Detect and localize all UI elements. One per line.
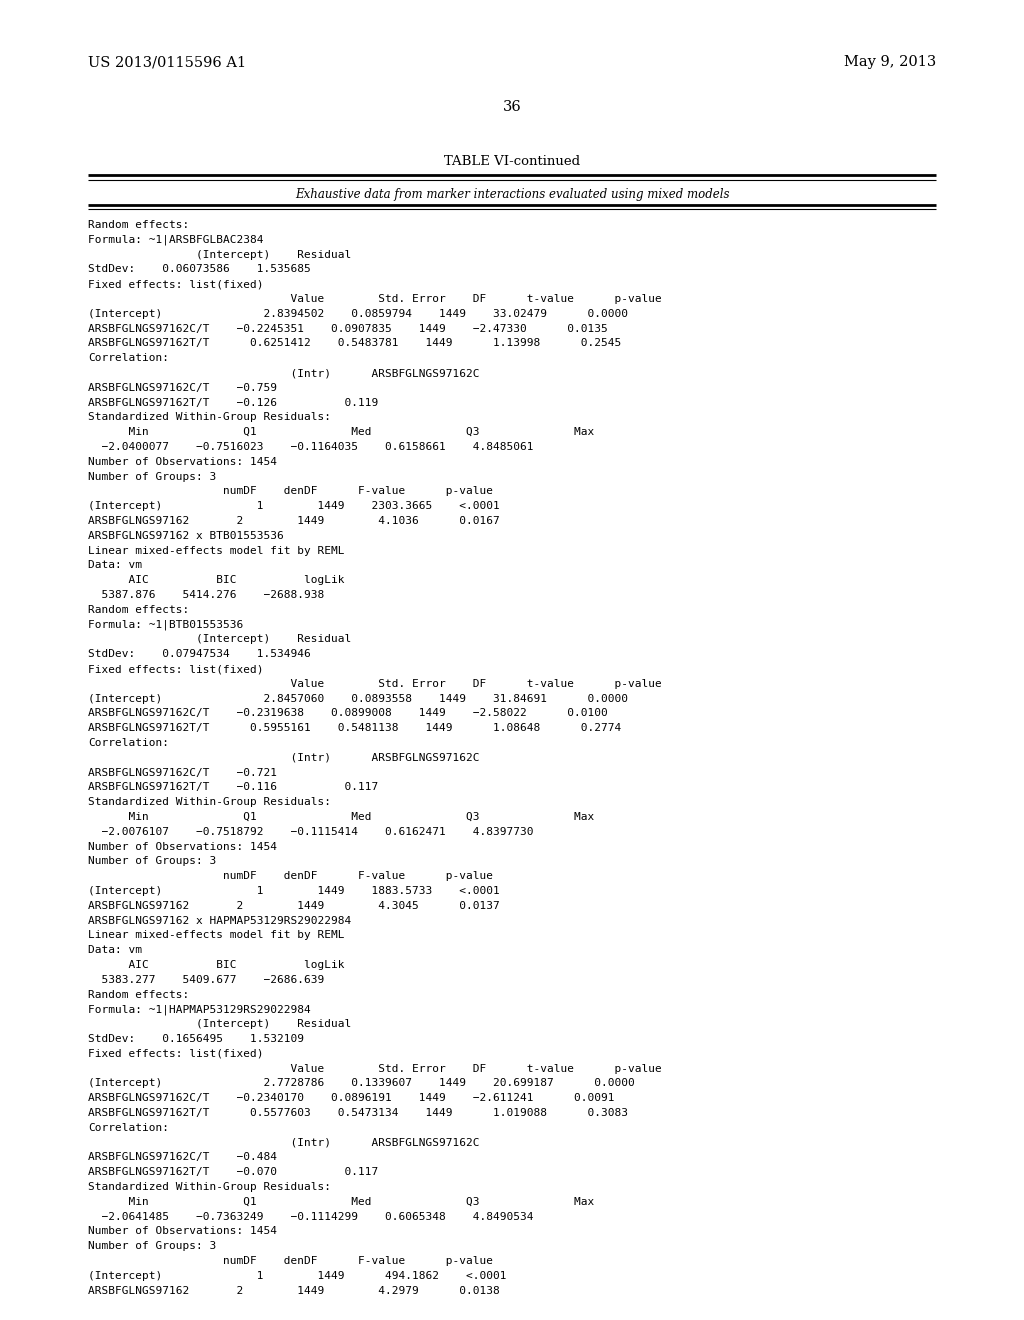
Text: StdDev:    0.1656495    1.532109: StdDev: 0.1656495 1.532109	[88, 1034, 304, 1044]
Text: −2.0641485    −0.7363249    −0.1114299    0.6065348    4.8490534: −2.0641485 −0.7363249 −0.1114299 0.60653…	[88, 1212, 534, 1221]
Text: ARSBFGLNGS97162C/T    −0.721: ARSBFGLNGS97162C/T −0.721	[88, 768, 278, 777]
Text: numDF    denDF      F-value      p-value: numDF denDF F-value p-value	[88, 871, 493, 882]
Text: Standardized Within-Group Residuals:: Standardized Within-Group Residuals:	[88, 797, 331, 808]
Text: ARSBFGLNGS97162       2        1449        4.1036      0.0167: ARSBFGLNGS97162 2 1449 4.1036 0.0167	[88, 516, 500, 525]
Text: (Intercept)               2.7728786    0.1339607    1449    20.699187      0.000: (Intercept) 2.7728786 0.1339607 1449 20.…	[88, 1078, 635, 1089]
Text: Exhaustive data from marker interactions evaluated using mixed models: Exhaustive data from marker interactions…	[295, 187, 729, 201]
Text: ARSBFGLNGS97162T/T    −0.116          0.117: ARSBFGLNGS97162T/T −0.116 0.117	[88, 783, 378, 792]
Text: 5383.277    5409.677    −2686.639: 5383.277 5409.677 −2686.639	[88, 974, 325, 985]
Text: 5387.876    5414.276    −2688.938: 5387.876 5414.276 −2688.938	[88, 590, 325, 601]
Text: Formula: ~1|BTB01553536: Formula: ~1|BTB01553536	[88, 619, 244, 630]
Text: 36: 36	[503, 100, 521, 114]
Text: (Intercept)    Residual: (Intercept) Residual	[88, 249, 351, 260]
Text: ARSBFGLNGS97162C/T    −0.759: ARSBFGLNGS97162C/T −0.759	[88, 383, 278, 393]
Text: ARSBFGLNGS97162T/T      0.6251412    0.5483781    1449      1.13998      0.2545: ARSBFGLNGS97162T/T 0.6251412 0.5483781 1…	[88, 338, 622, 348]
Text: (Intercept)               2.8457060    0.0893558    1449    31.84691      0.0000: (Intercept) 2.8457060 0.0893558 1449 31.…	[88, 693, 628, 704]
Text: Random effects:: Random effects:	[88, 220, 189, 230]
Text: Number of Observations: 1454: Number of Observations: 1454	[88, 842, 278, 851]
Text: (Intercept)               2.8394502    0.0859794    1449    33.02479      0.0000: (Intercept) 2.8394502 0.0859794 1449 33.…	[88, 309, 628, 319]
Text: Fixed effects: list(fixed): Fixed effects: list(fixed)	[88, 664, 263, 675]
Text: Min              Q1              Med              Q3              Max: Min Q1 Med Q3 Max	[88, 428, 594, 437]
Text: ARSBFGLNGS97162C/T    −0.2245351    0.0907835    1449    −2.47330      0.0135: ARSBFGLNGS97162C/T −0.2245351 0.0907835 …	[88, 323, 608, 334]
Text: (Intercept)    Residual: (Intercept) Residual	[88, 635, 351, 644]
Text: ARSBFGLNGS97162C/T    −0.2319638    0.0899008    1449    −2.58022      0.0100: ARSBFGLNGS97162C/T −0.2319638 0.0899008 …	[88, 709, 608, 718]
Text: May 9, 2013: May 9, 2013	[844, 55, 936, 69]
Text: Min              Q1              Med              Q3              Max: Min Q1 Med Q3 Max	[88, 1197, 594, 1206]
Text: Standardized Within-Group Residuals:: Standardized Within-Group Residuals:	[88, 1181, 331, 1192]
Text: (Intr)      ARSBFGLNGS97162C: (Intr) ARSBFGLNGS97162C	[88, 1138, 479, 1147]
Text: Number of Observations: 1454: Number of Observations: 1454	[88, 457, 278, 467]
Text: Standardized Within-Group Residuals:: Standardized Within-Group Residuals:	[88, 412, 331, 422]
Text: Fixed effects: list(fixed): Fixed effects: list(fixed)	[88, 280, 263, 289]
Text: Linear mixed-effects model fit by REML: Linear mixed-effects model fit by REML	[88, 931, 344, 940]
Text: (Intr)      ARSBFGLNGS97162C: (Intr) ARSBFGLNGS97162C	[88, 368, 479, 378]
Text: ARSBFGLNGS97162T/T      0.5577603    0.5473134    1449      1.019088      0.3083: ARSBFGLNGS97162T/T 0.5577603 0.5473134 1…	[88, 1107, 628, 1118]
Text: Number of Observations: 1454: Number of Observations: 1454	[88, 1226, 278, 1237]
Text: −2.0400077    −0.7516023    −0.1164035    0.6158661    4.8485061: −2.0400077 −0.7516023 −0.1164035 0.61586…	[88, 442, 534, 451]
Text: Value        Std. Error    DF      t-value      p-value: Value Std. Error DF t-value p-value	[88, 678, 662, 689]
Text: Number of Groups: 3: Number of Groups: 3	[88, 857, 216, 866]
Text: Random effects:: Random effects:	[88, 605, 189, 615]
Text: Number of Groups: 3: Number of Groups: 3	[88, 1241, 216, 1251]
Text: ARSBFGLNGS97162       2        1449        4.2979      0.0138: ARSBFGLNGS97162 2 1449 4.2979 0.0138	[88, 1286, 500, 1296]
Text: ARSBFGLNGS97162T/T    −0.126          0.119: ARSBFGLNGS97162T/T −0.126 0.119	[88, 397, 378, 408]
Text: ARSBFGLNGS97162       2        1449        4.3045      0.0137: ARSBFGLNGS97162 2 1449 4.3045 0.0137	[88, 900, 500, 911]
Text: Correlation:: Correlation:	[88, 354, 169, 363]
Text: ARSBFGLNGS97162T/T    −0.070          0.117: ARSBFGLNGS97162T/T −0.070 0.117	[88, 1167, 378, 1177]
Text: TABLE VI-continued: TABLE VI-continued	[444, 154, 580, 168]
Text: Value        Std. Error    DF      t-value      p-value: Value Std. Error DF t-value p-value	[88, 294, 662, 304]
Text: US 2013/0115596 A1: US 2013/0115596 A1	[88, 55, 246, 69]
Text: Formula: ~1|HAPMAP53129RS29022984: Formula: ~1|HAPMAP53129RS29022984	[88, 1005, 310, 1015]
Text: numDF    denDF      F-value      p-value: numDF denDF F-value p-value	[88, 486, 493, 496]
Text: −2.0076107    −0.7518792    −0.1115414    0.6162471    4.8397730: −2.0076107 −0.7518792 −0.1115414 0.61624…	[88, 826, 534, 837]
Text: (Intr)      ARSBFGLNGS97162C: (Intr) ARSBFGLNGS97162C	[88, 752, 479, 763]
Text: numDF    denDF      F-value      p-value: numDF denDF F-value p-value	[88, 1257, 493, 1266]
Text: ARSBFGLNGS97162T/T      0.5955161    0.5481138    1449      1.08648      0.2774: ARSBFGLNGS97162T/T 0.5955161 0.5481138 1…	[88, 723, 622, 733]
Text: StdDev:    0.06073586    1.535685: StdDev: 0.06073586 1.535685	[88, 264, 310, 275]
Text: Fixed effects: list(fixed): Fixed effects: list(fixed)	[88, 1049, 263, 1059]
Text: Data: vm: Data: vm	[88, 945, 142, 956]
Text: Formula: ~1|ARSBFGLBAC2384: Formula: ~1|ARSBFGLBAC2384	[88, 235, 263, 246]
Text: ARSBFGLNGS97162 x HAPMAP53129RS29022984: ARSBFGLNGS97162 x HAPMAP53129RS29022984	[88, 916, 351, 925]
Text: Data: vm: Data: vm	[88, 561, 142, 570]
Text: ARSBFGLNGS97162C/T    −0.484: ARSBFGLNGS97162C/T −0.484	[88, 1152, 278, 1163]
Text: Value        Std. Error    DF      t-value      p-value: Value Std. Error DF t-value p-value	[88, 1064, 662, 1073]
Text: (Intercept)              1        1449    1883.5733    <.0001: (Intercept) 1 1449 1883.5733 <.0001	[88, 886, 500, 896]
Text: (Intercept)    Residual: (Intercept) Residual	[88, 1019, 351, 1030]
Text: Linear mixed-effects model fit by REML: Linear mixed-effects model fit by REML	[88, 545, 344, 556]
Text: Correlation:: Correlation:	[88, 1123, 169, 1133]
Text: ARSBFGLNGS97162 x BTB01553536: ARSBFGLNGS97162 x BTB01553536	[88, 531, 284, 541]
Text: Random effects:: Random effects:	[88, 990, 189, 999]
Text: (Intercept)              1        1449    2303.3665    <.0001: (Intercept) 1 1449 2303.3665 <.0001	[88, 502, 500, 511]
Text: ARSBFGLNGS97162C/T    −0.2340170    0.0896191    1449    −2.611241      0.0091: ARSBFGLNGS97162C/T −0.2340170 0.0896191 …	[88, 1093, 614, 1104]
Text: AIC          BIC          logLik: AIC BIC logLik	[88, 576, 344, 585]
Text: AIC          BIC          logLik: AIC BIC logLik	[88, 960, 344, 970]
Text: Correlation:: Correlation:	[88, 738, 169, 748]
Text: (Intercept)              1        1449      494.1862    <.0001: (Intercept) 1 1449 494.1862 <.0001	[88, 1271, 507, 1280]
Text: StdDev:    0.07947534    1.534946: StdDev: 0.07947534 1.534946	[88, 649, 310, 659]
Text: Min              Q1              Med              Q3              Max: Min Q1 Med Q3 Max	[88, 812, 594, 822]
Text: Number of Groups: 3: Number of Groups: 3	[88, 471, 216, 482]
